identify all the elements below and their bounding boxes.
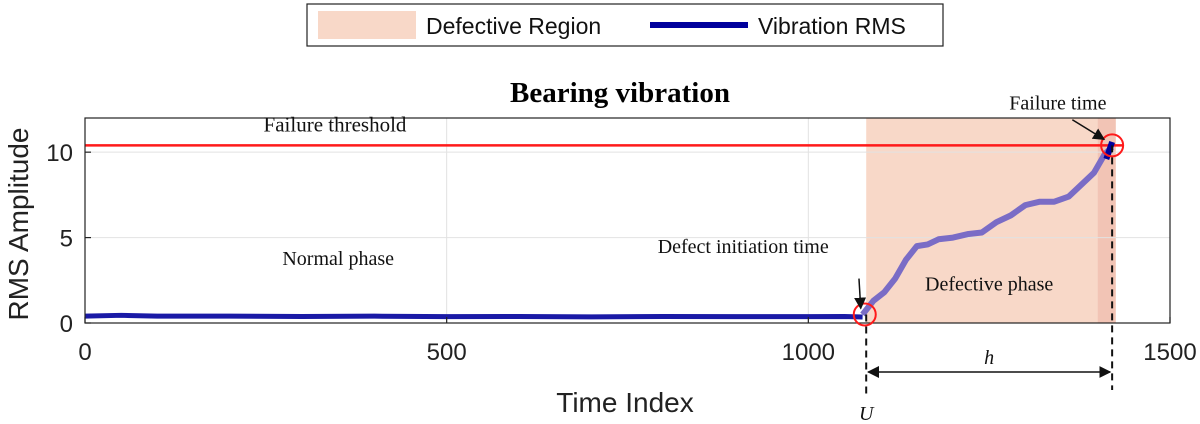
marker-failure bbox=[1100, 133, 1125, 158]
grid-layer bbox=[85, 118, 1170, 323]
legend-label-defective-region: Defective Region bbox=[426, 13, 601, 39]
series-line-defective bbox=[860, 144, 1115, 317]
annotation-failure-time: Failure time bbox=[1009, 92, 1106, 114]
annotation-defect-initiation: Defect initiation time bbox=[658, 236, 829, 258]
interval-start-label-u: U bbox=[859, 403, 875, 424]
interval-label-h: h bbox=[984, 347, 994, 369]
y-tick-label: 5 bbox=[60, 226, 73, 253]
chart-title: Bearing vibration bbox=[510, 77, 730, 109]
series-layer bbox=[84, 140, 1123, 320]
legend-swatch-defective-region bbox=[318, 11, 416, 39]
x-tick-label: 500 bbox=[427, 339, 467, 366]
annotation-defective-phase: Defective phase bbox=[925, 274, 1053, 296]
x-tick-label: 1500 bbox=[1143, 339, 1196, 366]
tick-labels: 0 500 1000 1500 0 5 10 bbox=[46, 140, 1196, 366]
x-tick-label: 1000 bbox=[782, 339, 835, 366]
y-tick-label: 10 bbox=[46, 140, 73, 167]
annotations: Failure threshold Normal phase Defective p… bbox=[264, 92, 1125, 424]
plot-frame bbox=[84, 117, 1171, 324]
axes bbox=[84, 117, 1171, 324]
y-tick-label: 0 bbox=[60, 311, 73, 338]
arrow-failure-time bbox=[1071, 119, 1106, 140]
legend-label-vibration-rms: Vibration RMS bbox=[758, 13, 906, 39]
x-tick-label: 0 bbox=[78, 339, 91, 366]
threshold-label: Failure threshold bbox=[264, 113, 407, 137]
y-axis-label: RMS Amplitude bbox=[3, 128, 34, 321]
arrow-defect-initiation bbox=[854, 278, 867, 310]
x-axis-label: Time Index bbox=[556, 387, 693, 418]
annotation-normal-phase: Normal phase bbox=[282, 248, 394, 270]
legend: Defective Region Vibration RMS bbox=[306, 3, 944, 47]
series-line-normal bbox=[84, 312, 863, 320]
